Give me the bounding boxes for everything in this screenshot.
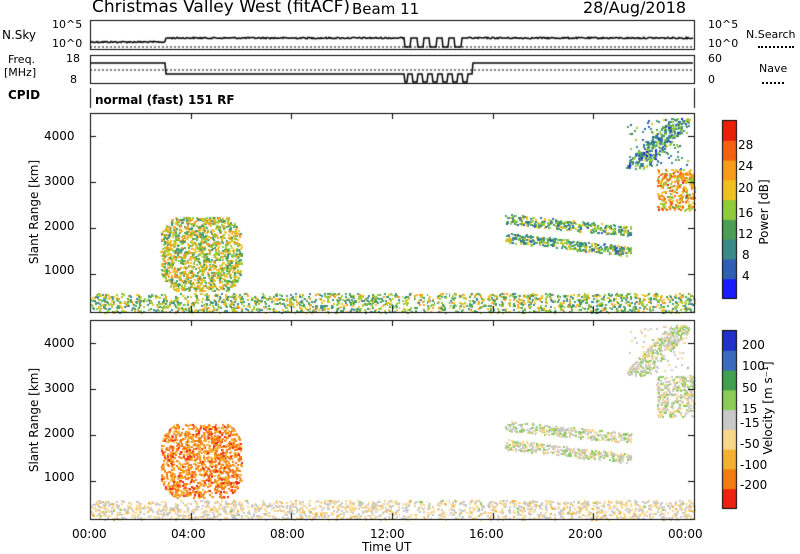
xtick-2400: 00:00 xyxy=(668,527,703,541)
nsky-tick-top: 10^5 xyxy=(52,18,83,31)
cpid-label: CPID xyxy=(8,88,41,102)
freq-tick-top: 18 xyxy=(66,52,80,65)
beam-label: Beam 11 xyxy=(352,0,420,18)
freq-tick-bottom: 8 xyxy=(70,73,77,86)
nsky-label: N.Sky xyxy=(2,28,37,42)
velocity-cb-tick-m15: -15 xyxy=(740,416,760,430)
freq-label-line1: Freq. xyxy=(8,53,36,66)
power-ytick-2000: 2000 xyxy=(44,219,75,233)
velocity-cb-tick-100: 100 xyxy=(742,359,765,373)
power-ytick-3000: 3000 xyxy=(44,174,75,188)
velocity-cb-label: Velocity [m s⁻¹] xyxy=(761,361,775,455)
power-ylabel: Slant Range [km] xyxy=(27,159,41,265)
power-cb-tick-16: 16 xyxy=(738,206,754,220)
xtick-0000: 00:00 xyxy=(72,527,107,541)
xtick-1600: 16:00 xyxy=(469,527,504,541)
velocity-ytick-2000: 2000 xyxy=(44,426,75,440)
power-cb-tick-20: 20 xyxy=(738,181,754,195)
power-cb-tick-4: 4 xyxy=(742,269,750,283)
date-label: 28/Aug/2018 xyxy=(583,0,687,17)
velocity-ytick-4000: 4000 xyxy=(44,336,75,350)
nave-label: Nave xyxy=(759,62,788,75)
nsearch-tick-bottom: 10^0 xyxy=(708,37,739,50)
velocity-cb-tick-15: 15 xyxy=(742,402,758,416)
nsearch-legend-dots xyxy=(758,46,794,48)
freq-label-line2: [MHz] xyxy=(4,66,37,79)
power-cb-tick-12: 12 xyxy=(738,227,754,241)
xtick-0400: 04:00 xyxy=(171,527,206,541)
velocity-ytick-1000: 1000 xyxy=(44,470,75,484)
velocity-cb-tick-m100: -100 xyxy=(740,458,768,472)
power-cb-tick-8: 8 xyxy=(742,248,750,262)
velocity-ytick-3000: 3000 xyxy=(44,381,75,395)
x-axis-label: Time UT xyxy=(362,540,412,554)
xtick-1200: 12:00 xyxy=(370,527,405,541)
power-cb-label: Power [dB] xyxy=(757,179,771,245)
velocity-ylabel: Slant Range [km] xyxy=(27,367,41,473)
power-cb-tick-24: 24 xyxy=(738,159,754,173)
velocity-cb-tick-m200: -200 xyxy=(740,478,768,492)
nave-tick-bottom: 0 xyxy=(708,73,715,86)
nsky-tick-bottom: 10^0 xyxy=(52,37,83,50)
power-ytick-1000: 1000 xyxy=(44,263,75,277)
xtick-0800: 08:00 xyxy=(270,527,305,541)
xtick-2000: 20:00 xyxy=(568,527,603,541)
nsearch-tick-top: 10^5 xyxy=(708,18,739,31)
velocity-cb-tick-50: 50 xyxy=(742,381,758,395)
nsearch-label: N.Search xyxy=(746,28,796,41)
nave-legend-dots xyxy=(762,82,784,84)
power-ytick-4000: 4000 xyxy=(44,129,75,143)
cpid-text: normal (fast) 151 RF xyxy=(95,93,235,107)
nave-tick-top: 60 xyxy=(708,52,722,65)
velocity-cb-tick-200: 200 xyxy=(742,338,765,352)
station-title: Christmas Valley West (fitACF) xyxy=(92,0,351,17)
power-cb-tick-28: 28 xyxy=(738,138,754,152)
velocity-cb-tick-m50: -50 xyxy=(740,437,760,451)
